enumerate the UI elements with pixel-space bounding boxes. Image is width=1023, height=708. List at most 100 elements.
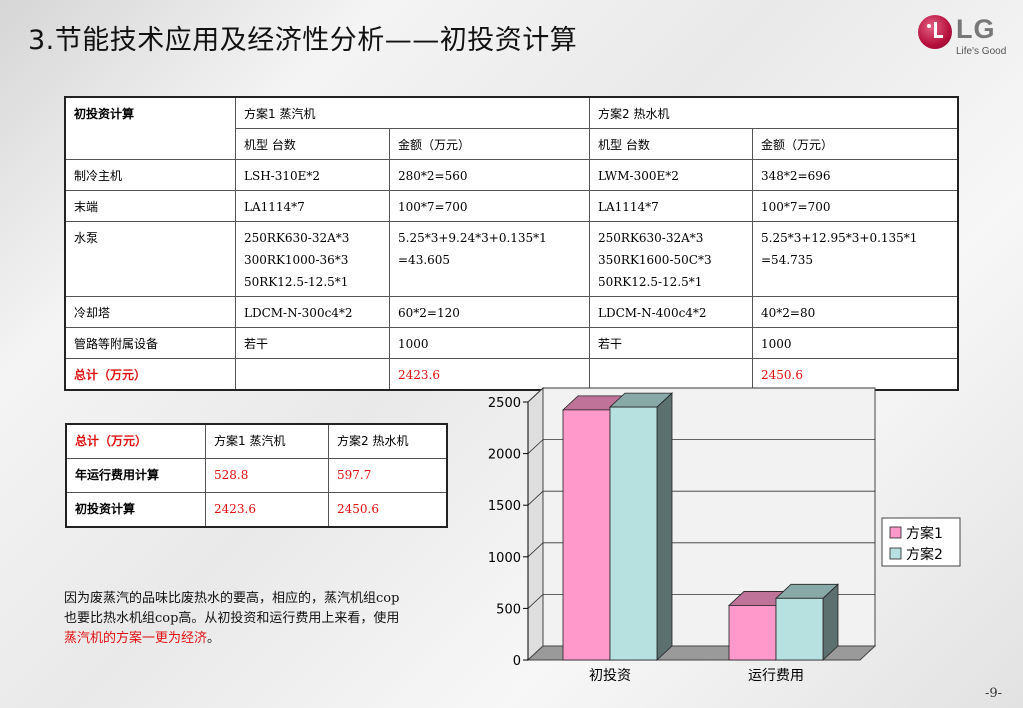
subheader-cell: 机型 台数 bbox=[589, 128, 753, 160]
y-tick-label: 0 bbox=[513, 654, 521, 669]
legend-swatch bbox=[889, 526, 902, 539]
total-value: 2423.6 bbox=[389, 358, 590, 391]
row-label: 初投资计算 bbox=[65, 492, 206, 528]
table-cell: 250RK630-32A*3 300RK1000-36*3 50RK12.5-1… bbox=[235, 221, 390, 297]
header-cell: 方案1 蒸汽机 bbox=[205, 423, 329, 459]
row-label: 末端 bbox=[64, 190, 236, 222]
chart-gridline bbox=[527, 387, 875, 403]
lg-slogan: Life's Good bbox=[956, 46, 1007, 57]
cell-line: 5.25*3+9.24*3+0.135*1 bbox=[398, 231, 547, 245]
table-cell: 60*2=120 bbox=[389, 296, 590, 328]
cell-line: 5.25*3+12.95*3+0.135*1 bbox=[761, 231, 918, 245]
total-value: 2450.6 bbox=[752, 358, 959, 391]
table-cell: 若干 bbox=[235, 327, 390, 359]
table-cell: 5.25*3+9.24*3+0.135*1 =43.605 bbox=[389, 221, 590, 297]
table-row: 初投资计算 2423.6 2450.6 bbox=[65, 492, 448, 528]
bar-0-1 bbox=[609, 406, 658, 661]
page-title: 3.节能技术应用及经济性分析——初投资计算 bbox=[28, 25, 578, 56]
cell-line: =43.605 bbox=[398, 253, 451, 267]
chart-side-wall bbox=[527, 386, 544, 662]
chart-gridline bbox=[527, 439, 875, 454]
header-cell: 初投资计算 bbox=[64, 96, 236, 160]
table-row: 水泵 250RK630-32A*3 300RK1000-36*3 50RK12.… bbox=[64, 221, 959, 297]
cell-line: 50RK12.5-12.5*1 bbox=[598, 275, 703, 289]
total-label: 总计（万元） bbox=[64, 358, 236, 391]
y-tick-label: 1500 bbox=[488, 499, 521, 514]
table-header-row: 总计（万元） 方案1 蒸汽机 方案2 热水机 bbox=[65, 423, 448, 459]
table-cell: 40*2=80 bbox=[752, 296, 959, 328]
bar-side bbox=[656, 392, 673, 661]
table-cell: 2423.6 bbox=[205, 492, 329, 528]
cell-line: =54.735 bbox=[761, 253, 814, 267]
header-cell: 方案1 蒸汽机 bbox=[235, 96, 590, 129]
cell-line: 350RK1600-50C*3 bbox=[598, 253, 712, 267]
summary-table: 总计（万元） 方案1 蒸汽机 方案2 热水机 年运行费用计算 528.8 597… bbox=[65, 423, 448, 528]
legend-label: 方案1 bbox=[906, 525, 943, 542]
investment-table: 初投资计算 方案1 蒸汽机 方案2 热水机 机型 台数 金额（万元） 机型 台数… bbox=[64, 96, 959, 391]
bar-1-1 bbox=[775, 597, 824, 661]
table-cell: 100*7=700 bbox=[389, 190, 590, 222]
table-total-row: 总计（万元） 2423.6 2450.6 bbox=[64, 358, 959, 391]
cell-line: 300RK1000-36*3 bbox=[244, 253, 349, 267]
chart-gridline bbox=[527, 490, 875, 506]
table-cell: 250RK630-32A*3 350RK1600-50C*3 50RK12.5-… bbox=[589, 221, 753, 297]
row-label: 年运行费用计算 bbox=[65, 458, 206, 493]
legend-label: 方案2 bbox=[906, 546, 943, 563]
header-cell: 总计（万元） bbox=[65, 423, 206, 459]
y-tick-label: 1000 bbox=[488, 551, 521, 566]
lg-face-icon bbox=[918, 15, 952, 49]
table-cell: 348*2=696 bbox=[752, 159, 959, 191]
table-row: 冷却塔 LDCM-N-300c4*2 60*2=120 LDCM-N-400c4… bbox=[64, 296, 959, 328]
table-row: 年运行费用计算 528.8 597.7 bbox=[65, 458, 448, 493]
legend-swatch bbox=[889, 547, 902, 560]
table-cell: LA1114*7 bbox=[589, 190, 753, 222]
cell-line: 50RK12.5-12.5*1 bbox=[244, 275, 349, 289]
table-header-row: 初投资计算 方案1 蒸汽机 方案2 热水机 bbox=[64, 96, 959, 160]
y-tick-label: 2500 bbox=[488, 396, 521, 411]
subheader-cell: 金额（万元） bbox=[752, 128, 959, 160]
table-cell: LWM-300E*2 bbox=[589, 159, 753, 191]
cell-line: 250RK630-32A*3 bbox=[598, 231, 704, 245]
x-category-label: 运行费用 bbox=[748, 668, 804, 684]
y-tick-label: 2000 bbox=[488, 448, 521, 463]
table-cell: 597.7 bbox=[328, 458, 448, 493]
header-cell: 方案2 热水机 bbox=[589, 96, 959, 129]
table-cell: 1000 bbox=[389, 327, 590, 359]
bar-0-0 bbox=[562, 409, 611, 661]
bar-1-0 bbox=[728, 605, 777, 661]
table-row: 制冷主机 LSH-310E*2 280*2=560 LWM-300E*2 348… bbox=[64, 159, 959, 191]
table-row: 末端 LA1114*7 100*7=700 LA1114*7 100*7=700 bbox=[64, 190, 959, 222]
cost-comparison-chart: 0 500 1000 1500 2000 2500 初投资 运行费用 方案1 方案2 bbox=[488, 386, 961, 684]
table-cell: 100*7=700 bbox=[752, 190, 959, 222]
subheader-cell: 机型 台数 bbox=[235, 128, 390, 160]
lg-brand-text: LG bbox=[956, 14, 996, 44]
cell-line: 250RK630-32A*3 bbox=[244, 231, 350, 245]
table-cell: 2450.6 bbox=[328, 492, 448, 528]
table-cell: LSH-310E*2 bbox=[235, 159, 390, 191]
row-label: 水泵 bbox=[64, 221, 236, 297]
x-category-label: 初投资 bbox=[589, 667, 631, 684]
table-cell bbox=[235, 358, 390, 391]
header-cell: 方案2 热水机 bbox=[328, 423, 448, 459]
row-label: 冷却塔 bbox=[64, 296, 236, 328]
table-cell: LDCM-N-300c4*2 bbox=[235, 296, 390, 328]
conclusion-note: 因为废蒸汽的品味比废热水的要高，相应的，蒸汽机组cop也要比热水机组cop高。从… bbox=[64, 589, 404, 649]
table-cell: 5.25*3+12.95*3+0.135*1 =54.735 bbox=[752, 221, 959, 297]
note-text: 因为废蒸汽的品味比废热水的要高，相应的，蒸汽机组cop也要比热水机组cop高。从… bbox=[64, 591, 400, 626]
lg-logo: LG Life's Good bbox=[918, 12, 1018, 60]
chart-gridline bbox=[527, 542, 875, 558]
subheader-cell: 金额（万元） bbox=[389, 128, 590, 160]
table-cell: 若干 bbox=[589, 327, 753, 359]
table-cell: LDCM-N-400c4*2 bbox=[589, 296, 753, 328]
table-row: 管路等附属设备 若干 1000 若干 1000 bbox=[64, 327, 959, 359]
table-cell: 528.8 bbox=[205, 458, 329, 493]
row-label: 管路等附属设备 bbox=[64, 327, 236, 359]
note-tail: 。 bbox=[207, 631, 221, 646]
table-subheader-row: 机型 台数 金额（万元） 机型 台数 金额（万元） bbox=[65, 128, 959, 160]
y-tick-label: 500 bbox=[496, 602, 521, 617]
table-cell: 1000 bbox=[752, 327, 959, 359]
table-cell: LA1114*7 bbox=[235, 190, 390, 222]
page-number: -9- bbox=[985, 686, 1003, 701]
table-cell: 280*2=560 bbox=[389, 159, 590, 191]
note-highlight: 蒸汽机的方案一更为经济 bbox=[64, 631, 208, 646]
